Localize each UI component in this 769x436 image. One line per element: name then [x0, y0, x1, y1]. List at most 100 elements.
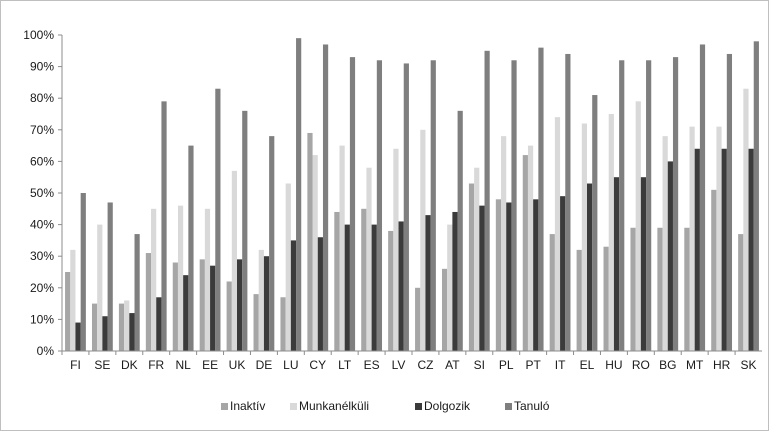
bar-dolgozik-el — [587, 183, 593, 351]
bar-tanuló-de — [269, 136, 275, 351]
bar-tanuló-it — [565, 53, 571, 352]
bar-munkanélküli-pl — [501, 136, 507, 351]
bar-inaktív-lt — [334, 211, 340, 351]
bar-inaktív-fi — [65, 272, 71, 351]
bar-tanuló-ee — [215, 88, 221, 351]
x-tick-label: DK — [121, 358, 138, 372]
bar-inaktív-ee — [199, 259, 205, 351]
bar-inaktív-lv — [388, 230, 394, 351]
bar-munkanélküli-cy — [312, 155, 318, 351]
bar-munkanélküli-cz — [420, 129, 426, 351]
y-tick-label: 100% — [23, 28, 54, 42]
bar-dolgozik-ee — [210, 265, 216, 351]
legend-swatch-inaktív — [221, 403, 228, 410]
bar-inaktív-si — [468, 183, 475, 351]
y-tick-label: 30% — [30, 249, 54, 263]
bar-dolgozik-pt — [533, 199, 539, 351]
bar-inaktív-lu — [280, 297, 286, 351]
bar-inaktív-sk — [738, 234, 744, 351]
bar-tanuló-dk — [134, 234, 140, 351]
bar-munkanélküli-es — [366, 167, 372, 351]
x-tick-label: BG — [659, 358, 676, 372]
bar-munkanélküli-it — [554, 117, 561, 351]
bar-dolgozik-pl — [506, 202, 512, 351]
x-tick-label: NL — [175, 358, 191, 372]
bar-munkanélküli-si — [474, 167, 480, 351]
bar-inaktív-nl — [172, 262, 178, 351]
bar-inaktív-de — [253, 294, 259, 351]
bar-dolgozik-cz — [425, 215, 431, 351]
x-tick-label: LV — [392, 358, 406, 372]
bar-munkanélküli-dk — [124, 300, 130, 351]
x-tick-label: SK — [741, 358, 757, 372]
x-tick-label: EL — [580, 358, 595, 372]
bar-tanuló-nl — [188, 145, 194, 351]
bar-munkanélküli-ee — [204, 208, 211, 351]
bar-munkanélküli-lv — [393, 148, 399, 351]
bar-inaktív-se — [91, 303, 98, 351]
bar-inaktív-mt — [684, 227, 690, 351]
bar-tanuló-cy — [322, 44, 329, 351]
bar-tanuló-es — [376, 60, 383, 351]
bar-inaktív-fr — [145, 253, 152, 351]
bar-inaktív-uk — [226, 281, 232, 351]
bar-munkanélküli-pt — [527, 145, 534, 351]
bar-tanuló-el — [592, 95, 598, 351]
bar-tanuló-lu — [296, 38, 302, 351]
legend-label: Munkanélküli — [299, 399, 369, 413]
bar-tanuló-uk — [242, 110, 248, 351]
bar-tanuló-pl — [511, 60, 517, 351]
bar-munkanélküli-se — [97, 224, 103, 351]
bar-tanuló-at — [457, 110, 463, 351]
x-tick-label: HR — [713, 358, 731, 372]
x-tick-label: CY — [309, 358, 326, 372]
bar-munkanélküli-ro — [635, 101, 641, 351]
bar-dolgozik-de — [263, 256, 270, 351]
bar-dolgozik-cy — [317, 237, 323, 351]
x-tick-label: UK — [229, 358, 246, 372]
x-tick-label: MT — [686, 358, 704, 372]
bar-munkanélküli-hr — [716, 126, 722, 351]
legend-label: Tanuló — [514, 399, 550, 413]
y-tick-label: 50% — [30, 186, 54, 200]
bar-tanuló-fi — [80, 193, 86, 351]
bar-tanuló-lv — [403, 63, 409, 351]
x-tick-label: EE — [202, 358, 218, 372]
bar-inaktív-pl — [495, 199, 502, 351]
y-tick-label: 20% — [30, 281, 54, 295]
bar-munkanélküli-nl — [177, 205, 184, 351]
legend: Inaktív Munkanélküli Dolgozik Tanuló — [221, 399, 550, 413]
bar-dolgozik-nl — [183, 275, 189, 351]
bar-inaktív-bg — [657, 227, 663, 351]
legend-swatch-dolgozik — [415, 403, 422, 410]
y-tick-label: 90% — [30, 60, 54, 74]
bar-munkanélküli-fr — [151, 208, 157, 351]
y-tick-label: 80% — [30, 91, 54, 105]
x-tick-label: RO — [632, 358, 650, 372]
bar-dolgozik-hu — [613, 177, 620, 351]
legend-label: Dolgozik — [424, 399, 471, 413]
bar-tanuló-mt — [699, 44, 706, 351]
bar-dolgozik-si — [479, 205, 485, 351]
bar-munkanélküli-lt — [339, 145, 345, 351]
x-tick-label: FI — [70, 358, 81, 372]
bar-tanuló-ro — [646, 60, 652, 351]
bar-dolgozik-ro — [640, 177, 647, 351]
bar-tanuló-si — [484, 50, 490, 352]
bar-dolgozik-at — [452, 211, 458, 351]
x-tick-label: LT — [338, 358, 352, 372]
bar-munkanélküli-uk — [231, 170, 237, 351]
x-tick-label: PT — [525, 358, 541, 372]
bar-munkanélküli-el — [581, 123, 587, 351]
bar-munkanélküli-fi — [70, 249, 76, 351]
x-tick-label: CZ — [417, 358, 433, 372]
bar-dolgozik-hr — [721, 148, 727, 351]
bar-tanuló-hr — [726, 53, 733, 352]
x-tick-label: FR — [148, 358, 164, 372]
x-axis: FI SE DK FR NL EE UK DE LU CY LT ES LV CZ AT SI PL PT IT EL… — [61, 350, 762, 372]
bar-inaktív-el — [576, 249, 582, 351]
bar-tanuló-cz — [430, 60, 436, 351]
bar-tanuló-pt — [538, 47, 544, 351]
